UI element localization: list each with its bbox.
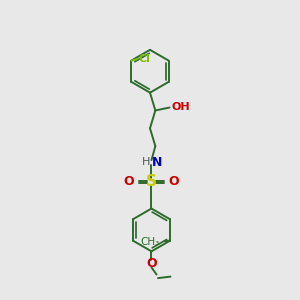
Text: O: O <box>169 175 179 188</box>
Text: O: O <box>146 257 157 270</box>
Text: N: N <box>152 156 162 169</box>
Text: OH: OH <box>172 103 190 112</box>
Text: H: H <box>142 157 150 167</box>
Text: CH₃: CH₃ <box>140 237 160 247</box>
Text: S: S <box>146 174 157 189</box>
Text: O: O <box>124 175 134 188</box>
Text: Cl: Cl <box>138 54 150 64</box>
